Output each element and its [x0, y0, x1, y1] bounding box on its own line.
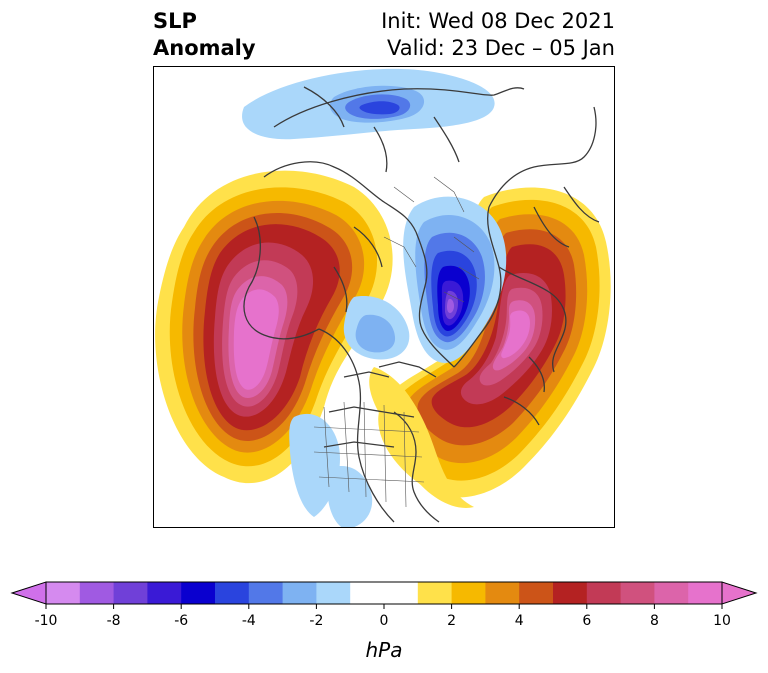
colorbar-tick-label: 10 — [713, 613, 731, 629]
positive-anomaly-pacific — [155, 170, 393, 484]
colorbar-swatches — [46, 582, 723, 604]
colorbar-swatch — [181, 582, 216, 604]
colorbar-swatch — [451, 582, 486, 604]
colorbar-swatch — [282, 582, 317, 604]
colorbar-tick-label: 6 — [582, 613, 591, 629]
colorbar-ticks: -10 -8 -6 -4 -2 0 2 4 6 8 10 — [35, 604, 731, 629]
colorbar-tick-label: -6 — [174, 613, 188, 629]
colorbar-swatch — [215, 582, 250, 604]
title-init: Init: Wed 08 Dec 2021 — [381, 9, 615, 33]
colorbar-swatch — [316, 582, 351, 604]
negative-anomaly-greenland — [403, 196, 507, 363]
colorbar-swatch — [485, 582, 520, 604]
colorbar-swatch — [113, 582, 148, 604]
colorbar-swatch — [553, 582, 588, 604]
colorbar-tick-label: 2 — [447, 613, 456, 629]
negative-anomaly-us-west — [289, 413, 373, 527]
colorbar-tick-label: 4 — [515, 613, 524, 629]
colorbar-swatch — [46, 582, 81, 604]
colorbar-tick-label: -2 — [309, 613, 323, 629]
colorbar-tick-label: 8 — [650, 613, 659, 629]
colorbar-swatch — [688, 582, 723, 604]
colorbar-swatch — [350, 582, 419, 604]
colorbar-swatch — [620, 582, 655, 604]
colorbar-swatch — [147, 582, 182, 604]
title-type: Anomaly — [153, 36, 256, 60]
colorbar-tick-label: -8 — [107, 613, 121, 629]
negative-anomaly-siberia — [242, 68, 495, 140]
title-variable: SLP — [153, 9, 197, 33]
coastlines — [243, 86, 600, 523]
title-valid: Valid: 23 Dec – 05 Jan — [386, 36, 615, 60]
colorbar-swatch — [417, 582, 453, 604]
colorbar-swatch — [654, 582, 689, 604]
map-canvas — [155, 68, 611, 527]
colorbar-extend-high — [721, 581, 758, 605]
positive-anomaly-atlantic — [378, 187, 611, 498]
colorbar-unit: hPa — [366, 638, 403, 662]
colorbar-tick-label: 0 — [380, 613, 389, 629]
colorbar: -10 -8 -6 -4 -2 0 2 4 6 8 10 hPa — [10, 581, 758, 662]
colorbar-swatch — [248, 582, 284, 604]
state-borders — [313, 176, 480, 508]
positive-anomaly-eastern-us — [369, 367, 474, 508]
negative-anomaly-arctic-canada — [343, 296, 410, 360]
colorbar-swatch — [586, 582, 622, 604]
colorbar-tick-label: -10 — [35, 613, 58, 629]
colorbar-extend-low — [10, 581, 47, 605]
colorbar-swatch — [79, 582, 115, 604]
colorbar-tick-label: -4 — [242, 613, 256, 629]
title-right: Init: Wed 08 Dec 2021 Valid: 23 Dec – 05… — [381, 8, 615, 62]
anomaly-map — [153, 66, 615, 528]
title-left: SLP Anomaly — [153, 8, 256, 62]
colorbar-swatch — [519, 582, 554, 604]
